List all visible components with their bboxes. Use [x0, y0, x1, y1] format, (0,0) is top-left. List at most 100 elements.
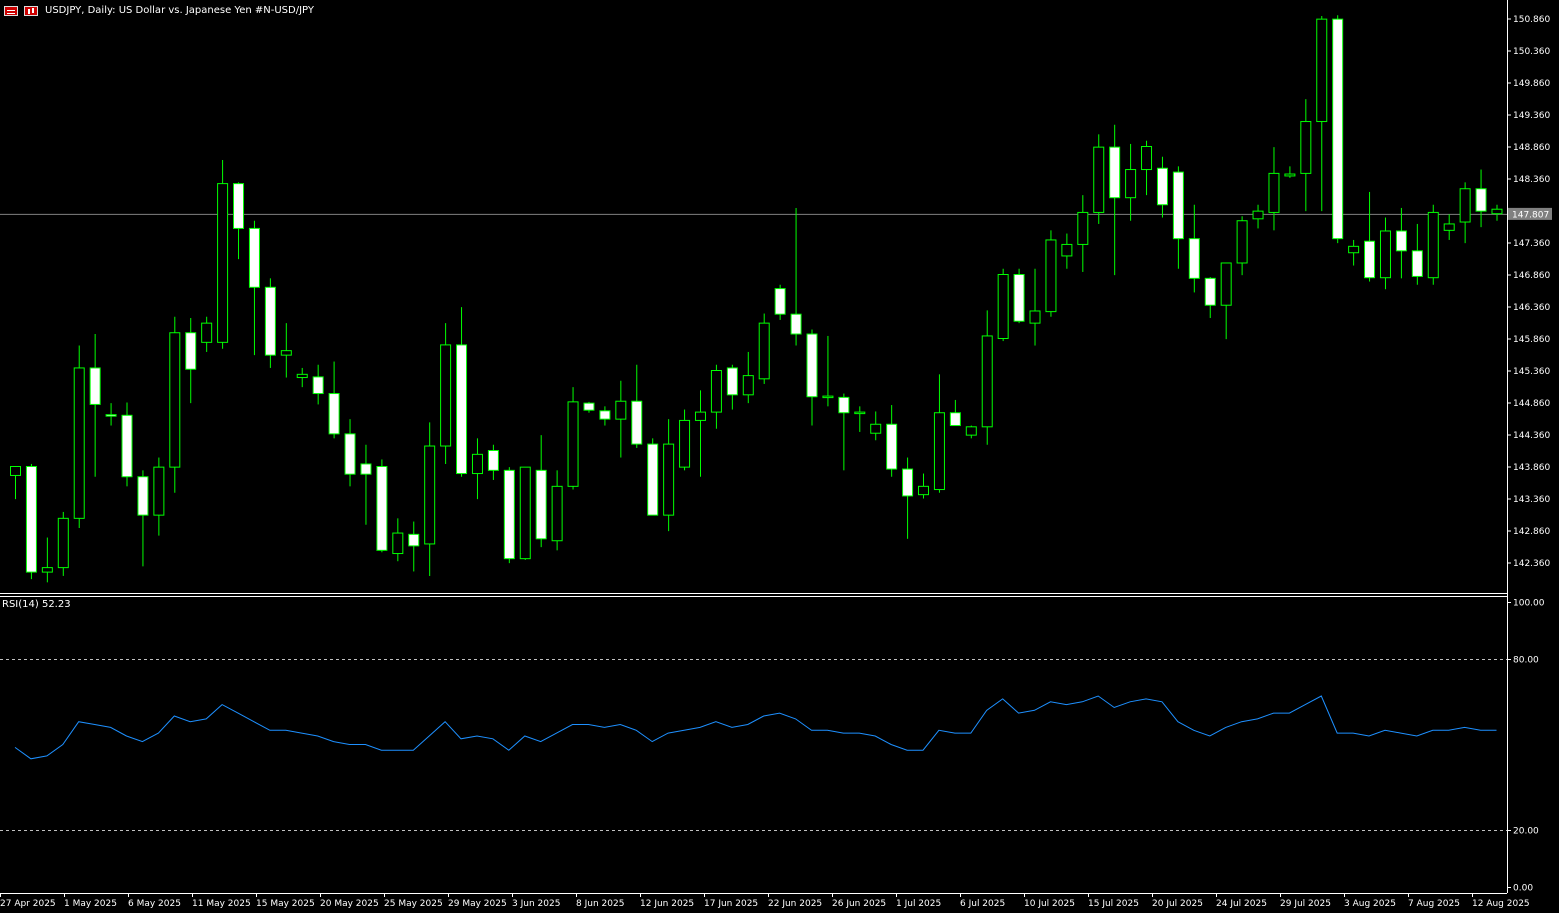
candle-body	[1093, 146, 1105, 213]
candle	[854, 406, 866, 432]
candle	[583, 401, 595, 413]
candle	[440, 323, 452, 464]
rsi-axis-label: 0.00	[1513, 884, 1533, 894]
candle-body	[41, 567, 53, 573]
time-label: 20 May 2025	[320, 899, 379, 909]
time-label: 1 Jul 2025	[896, 899, 941, 909]
candle	[344, 419, 356, 487]
time-label: 12 Aug 2025	[1472, 899, 1530, 909]
candle	[519, 466, 531, 560]
current-price-tag	[1508, 207, 1552, 220]
candle	[73, 345, 85, 528]
candle	[870, 411, 882, 441]
candle-body	[487, 450, 499, 471]
candle	[424, 422, 436, 576]
candle-body	[1029, 310, 1041, 324]
candle	[169, 316, 181, 493]
candle	[487, 444, 499, 480]
candle-body	[1109, 146, 1121, 199]
candle	[1156, 156, 1168, 218]
candle-body	[185, 332, 197, 370]
candle	[918, 473, 930, 499]
candle	[328, 361, 340, 439]
price-label: 147.360	[1513, 239, 1550, 249]
candle-body	[1332, 18, 1344, 240]
price-label: 148.360	[1513, 175, 1550, 185]
price-label: 149.860	[1513, 79, 1550, 89]
candle	[1109, 124, 1121, 276]
candle	[822, 335, 834, 407]
candle-body	[918, 485, 930, 496]
candle	[408, 521, 420, 572]
candle	[1348, 239, 1360, 266]
candle	[1427, 204, 1439, 285]
rsi-line	[14, 695, 1497, 760]
candle	[25, 463, 37, 580]
candle-body	[1300, 121, 1312, 174]
candle-body	[503, 469, 515, 560]
candle	[233, 182, 245, 260]
candle	[551, 470, 563, 551]
candle	[535, 435, 547, 548]
candle-body	[854, 411, 866, 415]
time-label: 10 Jul 2025	[1024, 899, 1075, 909]
candle	[1013, 268, 1025, 324]
candle-body	[1141, 146, 1153, 171]
candle	[1188, 204, 1200, 293]
candle-body	[89, 367, 101, 405]
candle	[615, 380, 627, 458]
candle-body	[1348, 245, 1360, 254]
candle	[679, 409, 691, 471]
candle-body	[344, 433, 356, 475]
candle-body	[264, 286, 276, 356]
candle	[57, 511, 69, 576]
candle-body	[1411, 250, 1423, 277]
candle-body	[742, 375, 754, 396]
candle-body	[679, 419, 691, 468]
candle-body	[376, 466, 388, 551]
candle-body	[1459, 188, 1471, 223]
candle	[774, 284, 786, 320]
price-label: 144.860	[1513, 399, 1550, 409]
time-label: 25 May 2025	[384, 899, 443, 909]
candle-body	[997, 274, 1009, 339]
candle-body	[1252, 210, 1264, 220]
candle-body	[1475, 188, 1487, 212]
candle	[217, 159, 229, 349]
candle-body	[424, 445, 436, 545]
candle	[567, 387, 579, 490]
time-label: 7 Aug 2025	[1408, 899, 1460, 909]
candle-body	[663, 443, 675, 516]
candle	[1300, 99, 1312, 212]
candle	[1395, 207, 1407, 279]
bar-chart-icon[interactable]	[24, 6, 38, 16]
candle	[647, 438, 659, 516]
candle-body	[838, 396, 850, 414]
candle-body	[1427, 211, 1439, 279]
price-label: 150.360	[1513, 47, 1550, 57]
time-label: 20 Jul 2025	[1152, 899, 1203, 909]
candle-body	[1188, 238, 1200, 279]
time-label: 6 Jul 2025	[960, 899, 1005, 909]
candle-body	[1061, 243, 1073, 257]
time-label: 3 Aug 2025	[1344, 899, 1396, 909]
rsi-axis-label: 20.00	[1513, 827, 1539, 837]
candle	[1284, 166, 1296, 178]
rsi-axis-label: 100.00	[1513, 599, 1545, 609]
candle	[1379, 217, 1391, 290]
candle-body	[1316, 18, 1328, 123]
price-label: 143.860	[1513, 463, 1550, 473]
table-icon[interactable]	[4, 6, 18, 16]
candle-body	[105, 414, 117, 417]
candle-body	[153, 466, 165, 516]
candle-body	[328, 393, 340, 435]
candle-body	[217, 183, 229, 343]
candle-body	[25, 466, 37, 573]
current-price-label: 147.807	[1512, 210, 1549, 220]
rsi-axis-label: 80.00	[1513, 656, 1539, 666]
price-label: 146.360	[1513, 303, 1550, 313]
time-label: 27 Apr 2025	[0, 899, 56, 909]
candle-body	[726, 367, 738, 396]
candle	[1077, 195, 1089, 272]
